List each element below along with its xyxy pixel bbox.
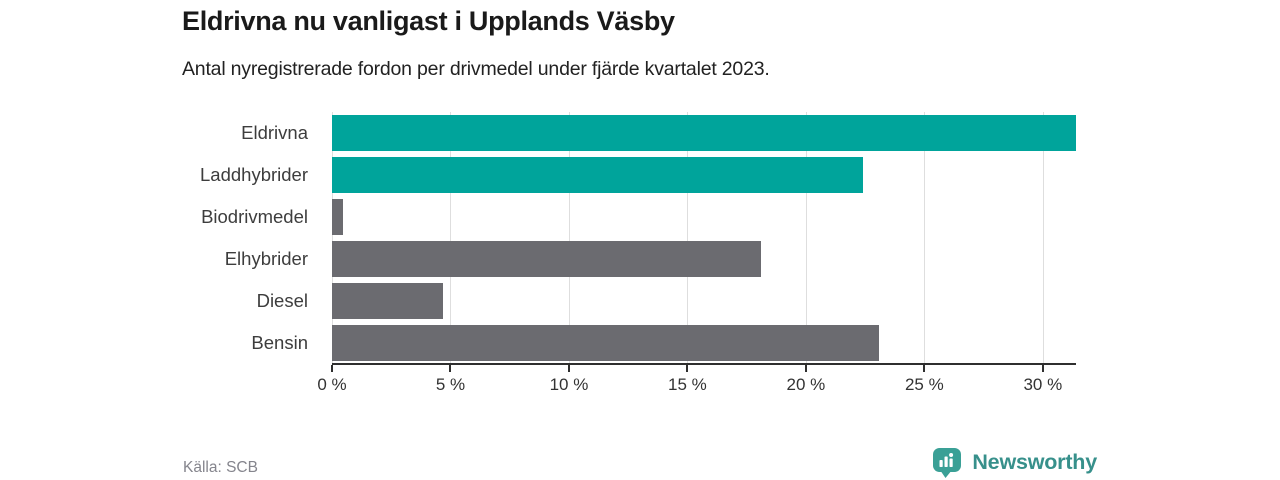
newsworthy-logo[interactable]: Newsworthy xyxy=(931,446,1097,479)
category-label-bensin: Bensin xyxy=(251,332,308,353)
bar-diesel xyxy=(332,283,444,319)
x-tick-label-25: 25 % xyxy=(904,375,944,394)
newsworthy-wordmark: Newsworthy xyxy=(972,450,1097,474)
gridline-5 xyxy=(450,112,452,363)
bar-bensin xyxy=(332,325,880,361)
category-label-eldrivna: Eldrivna xyxy=(241,122,308,143)
bar-laddhybrider xyxy=(332,157,863,193)
newsworthy-pin-icon xyxy=(933,448,962,478)
x-tick-label-20: 20 % xyxy=(786,375,826,394)
category-label-diesel: Diesel xyxy=(256,290,308,311)
x-tick-mark-30 xyxy=(1041,365,1044,372)
gridline-10 xyxy=(568,112,570,363)
gridline-15 xyxy=(687,112,689,363)
source-note: Källa: SCB xyxy=(183,459,258,476)
x-tick-label-10: 10 % xyxy=(549,375,589,394)
page-title: Eldrivna nu vanligast i Upplands Väsby xyxy=(182,6,675,36)
x-tick-label-5: 5 % xyxy=(435,375,466,394)
bar-chart-plot-area xyxy=(332,112,1076,365)
x-tick-mark-10 xyxy=(567,365,570,372)
x-tick-label-15: 15 % xyxy=(668,375,707,394)
gridline-25 xyxy=(924,112,926,363)
x-tick-mark-15 xyxy=(686,365,689,372)
gridline-20 xyxy=(805,112,807,363)
category-label-laddhybrider: Laddhybrider xyxy=(200,164,308,185)
bar-biodrivmedel xyxy=(332,199,343,235)
x-tick-label-0: 0 % xyxy=(317,375,347,394)
x-tick-mark-20 xyxy=(804,365,807,372)
category-label-biodrivmedel: Biodrivmedel xyxy=(201,206,308,227)
x-axis: 0 % 5 % 10 % 15 % 20 % 25 % 30 % xyxy=(317,365,1076,405)
gridline-30 xyxy=(1042,112,1044,363)
x-tick-mark-25 xyxy=(923,365,926,372)
x-tick-mark-0 xyxy=(331,365,333,372)
gridline-0 xyxy=(332,112,333,363)
chart-subtitle: Antal nyregistrerade fordon per drivmede… xyxy=(182,58,770,80)
x-tick-mark-5 xyxy=(449,365,452,372)
x-tick-label-30: 30 % xyxy=(1023,375,1063,394)
bar-eldrivna xyxy=(332,115,1076,151)
bar-elhybrider xyxy=(332,241,761,277)
category-label-elhybrider: Elhybrider xyxy=(224,248,308,269)
